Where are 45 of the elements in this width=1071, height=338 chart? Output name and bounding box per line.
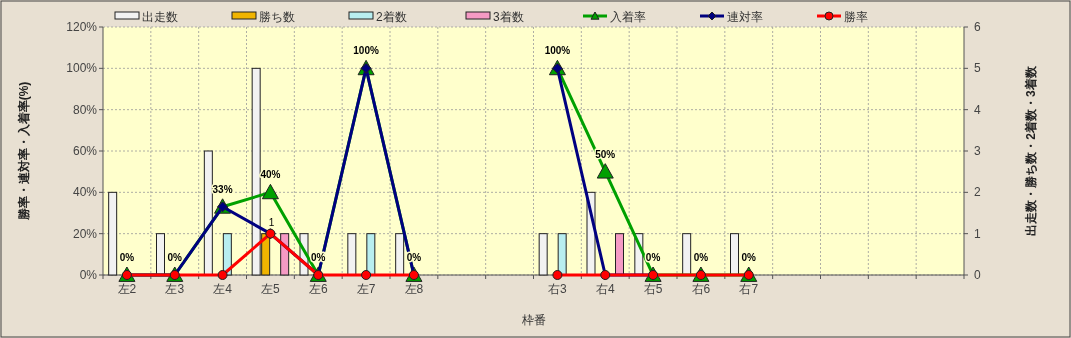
data-label: 0% xyxy=(119,252,135,263)
legend-label: 勝率 xyxy=(844,10,868,24)
data-label: 0% xyxy=(167,252,183,263)
data-label: 0% xyxy=(645,252,661,263)
x-tick-label: 右7 xyxy=(739,282,759,296)
data-label: 1 xyxy=(268,216,275,228)
x-tick-label: 右5 xyxy=(643,282,663,296)
y-axis-title: 勝率・連対率・入着率(%) xyxy=(17,81,31,222)
y2-tick-label: 3 xyxy=(974,144,981,158)
y-tick-label: 120% xyxy=(66,20,98,34)
legend-label: 2着数 xyxy=(376,10,407,24)
y-tick-label: 0% xyxy=(79,268,98,282)
y-tick-label: 60% xyxy=(72,144,98,158)
legend-label: 3着数 xyxy=(493,10,524,24)
y2-tick-label: 6 xyxy=(974,20,981,34)
y2-tick-label: 5 xyxy=(974,61,981,76)
data-label: 0% xyxy=(693,252,709,263)
data-label: 0% xyxy=(741,252,757,263)
y-tick-label: 80% xyxy=(72,102,98,117)
x-tick-label: 左5 xyxy=(261,282,281,296)
legend-label: 連対率 xyxy=(727,10,763,24)
y-tick-label: 100% xyxy=(66,61,98,76)
legend-label: 出走数 xyxy=(142,10,178,24)
legend-label: 入着率 xyxy=(610,10,646,24)
y2-tick-label: 2 xyxy=(974,185,981,200)
data-label: 100% xyxy=(544,45,571,57)
x-axis-title: 枠番 xyxy=(520,313,546,327)
x-tick-label: 右3 xyxy=(548,282,568,296)
y2-axis-title: 出走数・勝ち数・2着数・3着数 xyxy=(1024,65,1038,236)
x-tick-label: 左2 xyxy=(117,282,137,296)
x-tick-label: 左4 xyxy=(213,282,233,296)
y2-tick-label: 4 xyxy=(974,102,981,117)
y-tick-label: 20% xyxy=(72,226,98,241)
y2-tick-label: 1 xyxy=(974,226,981,241)
x-tick-label: 右6 xyxy=(691,282,711,296)
legend-label: 勝ち数 xyxy=(259,10,295,24)
x-tick-label: 左6 xyxy=(308,282,328,296)
y-tick-label: 40% xyxy=(72,185,98,200)
y2-tick-label: 0 xyxy=(974,268,981,282)
x-tick-label: 右4 xyxy=(595,282,615,296)
data-label: 33% xyxy=(212,183,233,195)
x-tick-label: 左3 xyxy=(165,282,185,296)
x-tick-label: 左7 xyxy=(356,282,376,296)
x-tick-label: 左8 xyxy=(404,282,424,296)
data-label: 100% xyxy=(353,45,379,57)
